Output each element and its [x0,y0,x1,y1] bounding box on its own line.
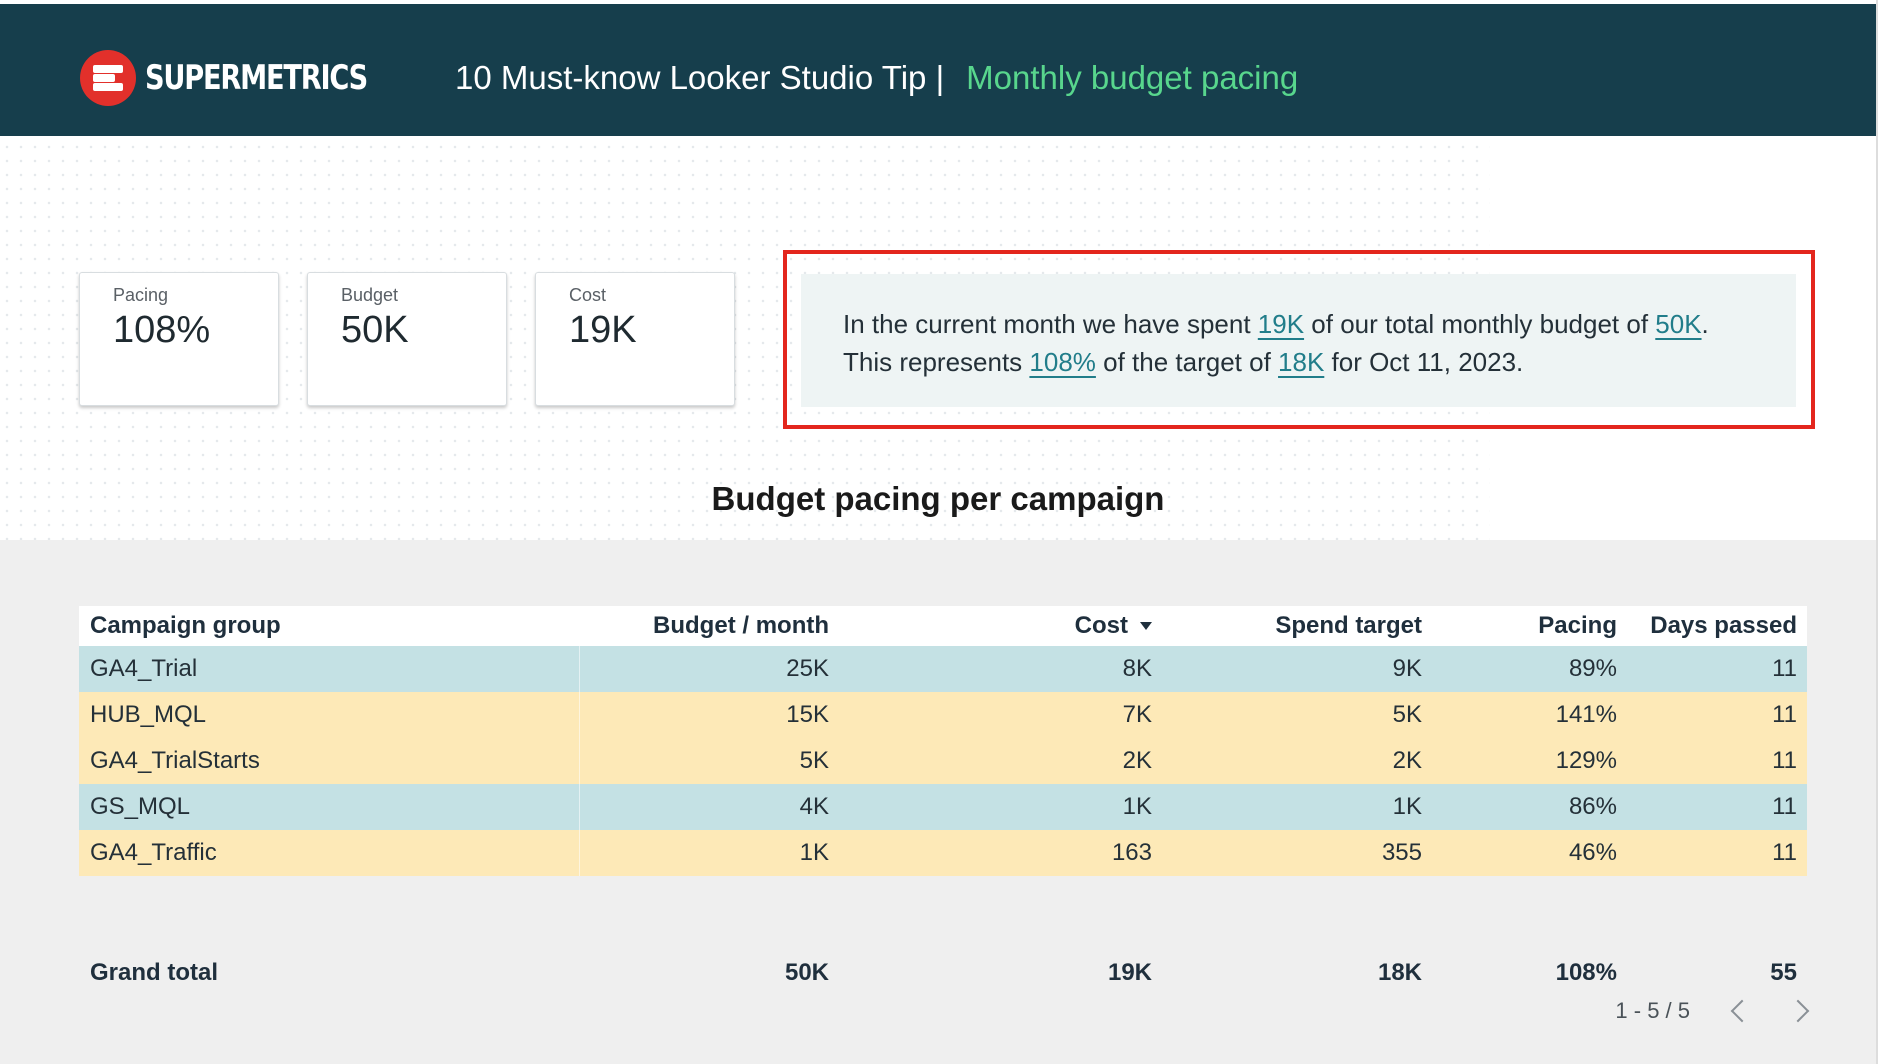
summary-text: . [1701,309,1709,339]
summary-text-box: In the current month we have spent 19K o… [801,274,1796,407]
column-header-pacing[interactable]: Pacing [1538,612,1617,639]
cell-spend-target: 5K [1392,701,1422,728]
summary-text: In the current month we have spent [843,309,1258,339]
logo-bar [93,83,123,91]
column-header-budget-month[interactable]: Budget / month [653,612,829,639]
table-row[interactable]: GA4_Traffic 1K 163 355 46% 11 [79,830,1807,876]
cell-campaign-group: GA4_TrialStarts [90,747,260,774]
summary-text: This represents [843,347,1030,377]
cell-spend-target: 355 [1381,839,1422,866]
kpi-card-pacing[interactable]: Pacing 108% [79,272,279,406]
cell-divider [579,784,580,830]
table-title-text: Budget pacing per campaign [711,480,1165,517]
grand-total-row: Grand total 50K 19K 18K 108% 55 [79,951,1807,995]
table-header-row: Campaign group Budget / month Cost Spend… [79,606,1807,646]
cell-pacing: 129% [1555,747,1617,774]
spent-value-link[interactable]: 19K [1257,309,1305,339]
pagination: 1 - 5 / 5 [1615,998,1810,1024]
table-row[interactable]: GS_MQL 4K 1K 1K 86% 11 [79,784,1807,830]
summary-text: for Oct 11, 2023. [1324,347,1524,377]
target-value-link[interactable]: 18K [1278,347,1325,377]
report-title-prefix: 10 Must-know Looker Studio Tip | [455,59,945,96]
summary-text: of the target of [1095,347,1279,377]
cell-days-passed: 11 [1772,747,1797,774]
cell-divider [579,692,580,738]
summary-line-1: In the current month we have spent 19K o… [843,309,1709,340]
cell-budget-month: 25K [786,655,829,682]
table-panel: Campaign group Budget / month Cost Spend… [0,540,1876,1064]
kpi-label: Budget [341,285,399,305]
column-header-days-passed[interactable]: Days passed [1650,612,1797,639]
cell-divider [579,646,580,692]
sort-descending-icon[interactable] [1140,622,1152,630]
total-pacing: 108% [1555,959,1617,986]
cell-campaign-group: GA4_Trial [90,655,198,682]
cell-budget-month: 15K [786,701,829,728]
cell-pacing: 46% [1568,839,1617,866]
column-header-cost[interactable]: Cost [829,606,1152,646]
highlight-frame: In the current month we have spent 19K o… [783,250,1815,429]
cell-budget-month: 4K [799,793,829,820]
pacing-value-link[interactable]: 108% [1029,347,1096,377]
cell-budget-month: 5K [799,747,829,774]
table-title: Budget pacing per campaign [0,480,1876,518]
kpi-card-budget[interactable]: Budget 50K [307,272,507,406]
brand-name: SUPERMETRICS [145,58,368,98]
supermetrics-logo-icon [80,50,136,106]
cell-cost: 2K [1122,747,1152,774]
total-label: Grand total [90,959,219,986]
logo-bar [93,65,123,73]
cell-days-passed: 11 [1772,655,1797,682]
cell-pacing: 86% [1568,793,1617,820]
kpi-value: 108% [113,309,211,351]
cell-cost: 7K [1122,701,1152,728]
table-row[interactable]: GA4_TrialStarts 5K 2K 2K 129% 11 [79,738,1807,784]
cell-divider [579,830,580,876]
total-spend-target: 18K [1377,959,1422,986]
page-edge [1876,0,1878,1064]
cell-days-passed: 11 [1772,839,1797,866]
summary-line-2: This represents 108% of the target of 18… [843,347,1523,378]
table-row[interactable]: GA4_Trial 25K 8K 9K 89% 11 [79,646,1807,692]
column-header-label: Cost [1074,612,1128,639]
kpi-label: Pacing [113,285,169,305]
total-days-passed: 55 [1770,959,1797,986]
logo-bar [93,74,115,82]
column-header-campaign-group[interactable]: Campaign group [90,612,281,639]
summary-text: of our total monthly budget of [1304,309,1656,339]
cell-cost: 163 [1111,839,1152,866]
cell-campaign-group: HUB_MQL [90,701,207,728]
kpi-label: Cost [569,285,607,305]
budget-value-link[interactable]: 50K [1655,309,1702,339]
chevron-right-icon[interactable] [1786,999,1810,1023]
column-header-spend-target[interactable]: Spend target [1275,612,1422,639]
kpi-card-cost[interactable]: Cost 19K [535,272,735,406]
total-budget-month: 50K [784,959,829,986]
cell-days-passed: 11 [1772,793,1797,820]
chevron-left-icon[interactable] [1730,999,1754,1023]
table-row[interactable]: HUB_MQL 15K 7K 5K 141% 11 [79,692,1807,738]
report-title: 10 Must-know Looker Studio Tip | Monthly … [455,56,1298,100]
cell-pacing: 141% [1555,701,1617,728]
cell-divider [579,738,580,784]
report-header: SUPERMETRICS 10 Must-know Looker Studio … [0,4,1876,136]
report-title-highlight: Monthly budget pacing [966,59,1299,96]
cell-budget-month: 1K [799,839,829,866]
cell-campaign-group: GA4_Traffic [90,839,217,866]
cell-pacing: 89% [1568,655,1617,682]
cell-days-passed: 11 [1772,701,1797,728]
cell-spend-target: 9K [1392,655,1422,682]
campaign-table: Campaign group Budget / month Cost Spend… [79,606,1807,876]
cell-cost: 8K [1122,655,1152,682]
pagination-range: 1 - 5 / 5 [1615,998,1690,1023]
cell-cost: 1K [1122,793,1152,820]
kpi-value: 19K [569,309,637,351]
cell-spend-target: 1K [1392,793,1422,820]
cell-campaign-group: GS_MQL [90,793,191,820]
total-cost: 19K [1107,959,1152,986]
kpi-value: 50K [341,309,409,351]
cell-spend-target: 2K [1392,747,1422,774]
